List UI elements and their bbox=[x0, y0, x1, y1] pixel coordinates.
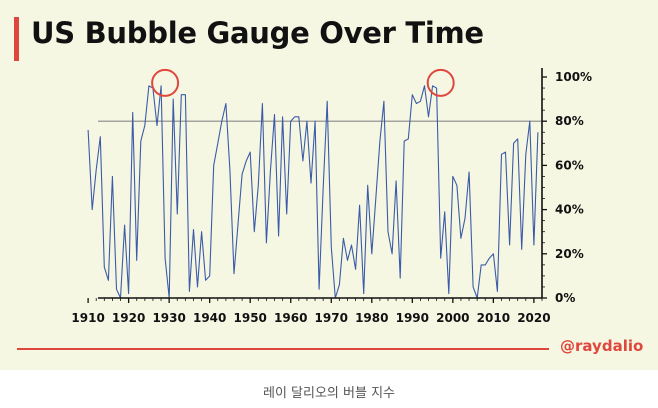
x-tick-label: 1950 bbox=[234, 311, 267, 325]
image-caption: 레이 달리오의 버블 지수 bbox=[263, 386, 395, 401]
title-accent-bar bbox=[14, 17, 19, 61]
bubble-highlight-circle bbox=[151, 68, 180, 97]
author-handle: @raydalio bbox=[560, 337, 644, 355]
y-tick-label: 40% bbox=[555, 203, 584, 217]
y-tick-label: 100% bbox=[555, 70, 592, 84]
bubble-highlight-circle bbox=[426, 68, 455, 97]
x-tick-label: 2000 bbox=[436, 311, 469, 325]
chart-panel: US Bubble Gauge Over Time 1910 1920 1930 19… bbox=[0, 0, 658, 370]
x-tick-label: 1930 bbox=[152, 311, 185, 325]
x-tick-label: 1960 bbox=[274, 311, 307, 325]
series-line-0 bbox=[87, 85, 539, 299]
x-tick-label: 1990 bbox=[396, 311, 429, 325]
y-tick-label: 0% bbox=[555, 291, 575, 305]
x-tick-label: 1910 bbox=[71, 311, 104, 325]
footer-divider bbox=[17, 348, 549, 350]
y-tick-label: 20% bbox=[555, 247, 584, 261]
x-tick-label: 2020 bbox=[517, 311, 550, 325]
x-tick-label: 1940 bbox=[193, 311, 226, 325]
x-tick-label: 2010 bbox=[477, 311, 510, 325]
x-tick-label: 1970 bbox=[315, 311, 348, 325]
bubble-gauge-chart: 1910 1920 1930 1940 1950 1960 1970 1980 1990 2000… bbox=[71, 68, 592, 325]
x-tick-label: 1920 bbox=[112, 311, 145, 325]
x-tick-label: 1980 bbox=[355, 311, 388, 325]
y-tick-label: 80% bbox=[555, 114, 584, 128]
chart-title: US Bubble Gauge Over Time bbox=[31, 16, 484, 50]
y-tick-label: 60% bbox=[555, 158, 584, 172]
